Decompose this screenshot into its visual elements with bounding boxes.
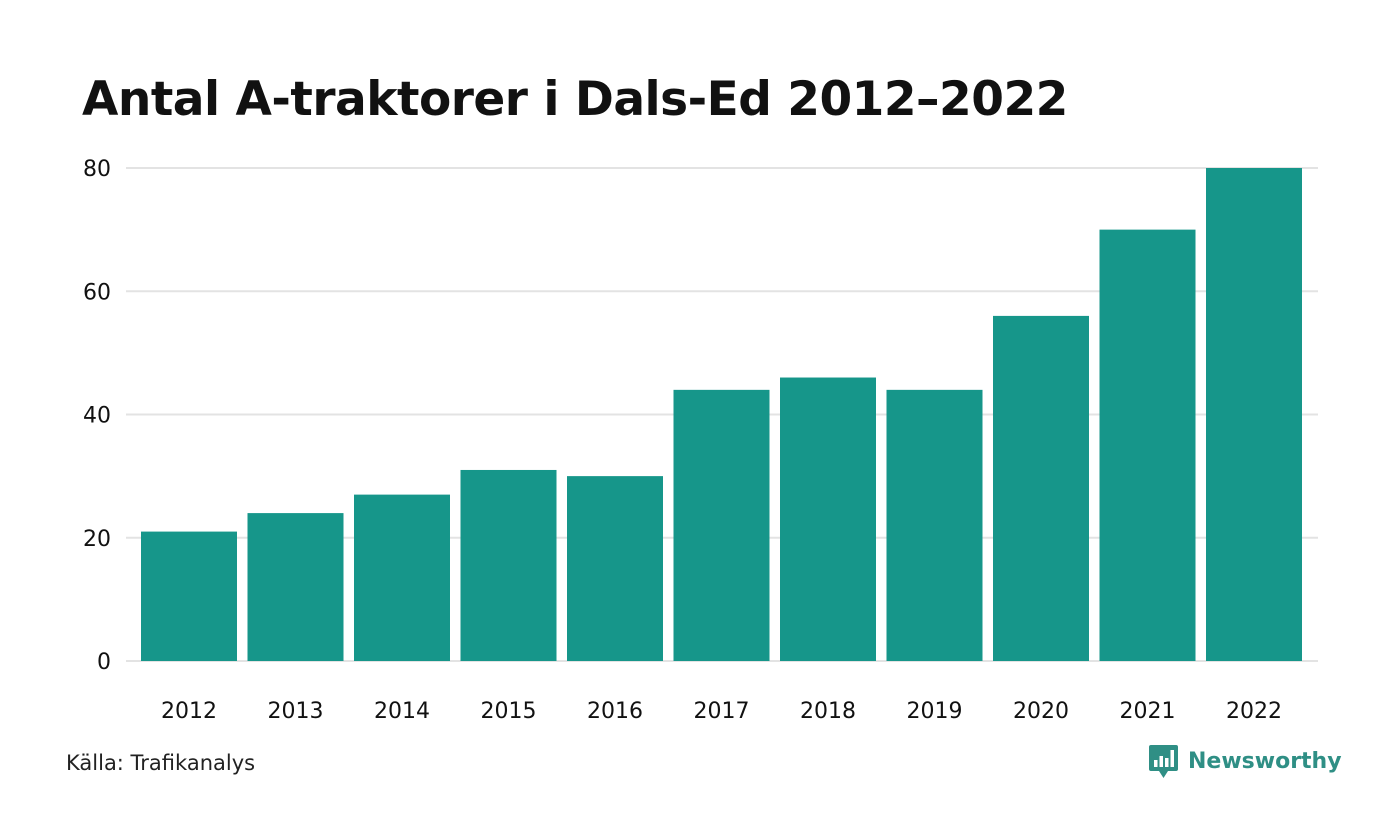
y-axis-ticks: 0 20 40 60 80 xyxy=(83,157,111,675)
x-tick-label: 2022 xyxy=(1226,699,1282,724)
bar-2013 xyxy=(247,513,344,661)
x-tick-label: 2018 xyxy=(800,699,856,724)
bar-2022 xyxy=(1206,168,1302,661)
y-tick-label: 0 xyxy=(97,650,111,675)
x-tick-label: 2015 xyxy=(481,699,537,724)
bar-2019 xyxy=(886,389,983,661)
bar-2014 xyxy=(354,494,450,661)
y-tick-label: 20 xyxy=(83,527,111,552)
bars xyxy=(141,168,1302,661)
y-tick-label: 80 xyxy=(83,157,111,182)
x-tick-label: 2016 xyxy=(587,699,643,724)
x-tick-label: 2013 xyxy=(268,699,324,724)
brand-logo[interactable]: Newsworthy xyxy=(1148,744,1342,780)
x-axis-ticks: 2012 2013 2014 2015 2016 2017 2018 2019 2020 2021… xyxy=(161,699,1282,724)
bar-2021 xyxy=(1099,229,1196,661)
bar-2015 xyxy=(460,469,557,661)
x-tick-label: 2021 xyxy=(1120,699,1176,724)
bar-2012 xyxy=(141,531,237,661)
y-tick-label: 60 xyxy=(83,280,111,305)
y-tick-label: 40 xyxy=(83,404,111,429)
bar-2018 xyxy=(780,377,876,661)
x-tick-label: 2012 xyxy=(161,699,217,724)
chart-title: Antal A-traktorer i Dals-Ed 2012–2022 xyxy=(82,72,1068,127)
bar-2020 xyxy=(993,315,1089,661)
newsworthy-logo-icon xyxy=(1149,745,1178,778)
bar-2016 xyxy=(567,476,663,661)
bar-2017 xyxy=(673,389,770,661)
x-tick-label: 2019 xyxy=(907,699,963,724)
source-credit: Källa: Trafikanalys xyxy=(66,751,256,775)
x-tick-label: 2014 xyxy=(374,699,430,724)
brand-name: Newsworthy xyxy=(1188,749,1342,774)
x-tick-label: 2020 xyxy=(1013,699,1069,724)
x-tick-label: 2017 xyxy=(694,699,750,724)
